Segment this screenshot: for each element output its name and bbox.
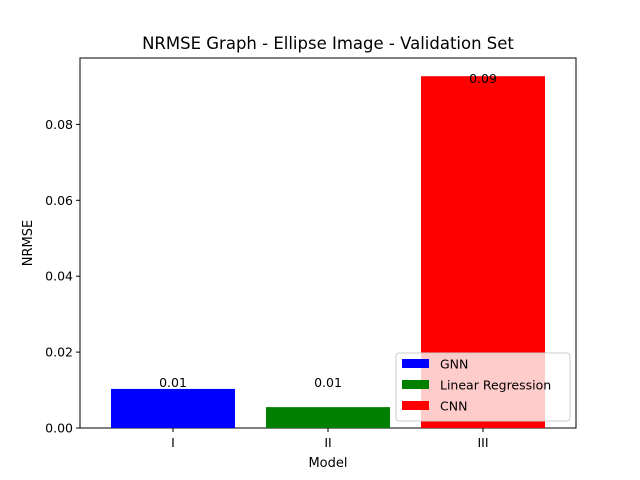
y-axis-title: NRMSE [21, 220, 36, 266]
legend: GNN Linear Regression CNN [395, 352, 571, 422]
y-tick-label: 0.08 [45, 117, 73, 132]
legend-swatch [402, 401, 429, 410]
y-tick-label: 0.04 [45, 269, 73, 284]
legend-items: GNN Linear Regression CNN [402, 357, 551, 414]
bar-value-label: 0.01 [159, 375, 187, 390]
x-axis: I II III [171, 428, 489, 450]
bar-labels-layer: 0.01 0.01 0.09 [159, 71, 497, 390]
legend-label: Linear Regression [440, 378, 551, 393]
x-axis-title: Model [308, 456, 347, 471]
chart-title: NRMSE Graph - Ellipse Image - Validation… [142, 34, 514, 53]
legend-swatch [402, 359, 429, 368]
bar-value-label: 0.09 [469, 71, 497, 86]
y-axis: 0.00 0.02 0.04 0.06 0.08 [45, 117, 80, 436]
legend-swatch [402, 380, 429, 389]
x-tick-label: III [477, 435, 488, 450]
y-tick-label: 0.06 [45, 193, 73, 208]
legend-label: GNN [440, 357, 468, 372]
y-tick-label: 0.00 [45, 421, 73, 436]
x-tick-label: II [324, 435, 331, 450]
bar-i [111, 388, 235, 428]
y-tick-label: 0.02 [45, 345, 73, 360]
x-tick-label: I [171, 435, 175, 450]
bar-value-label: 0.01 [314, 375, 342, 390]
legend-box [395, 352, 571, 422]
bar-ii [266, 407, 390, 428]
legend-label: CNN [440, 399, 467, 414]
